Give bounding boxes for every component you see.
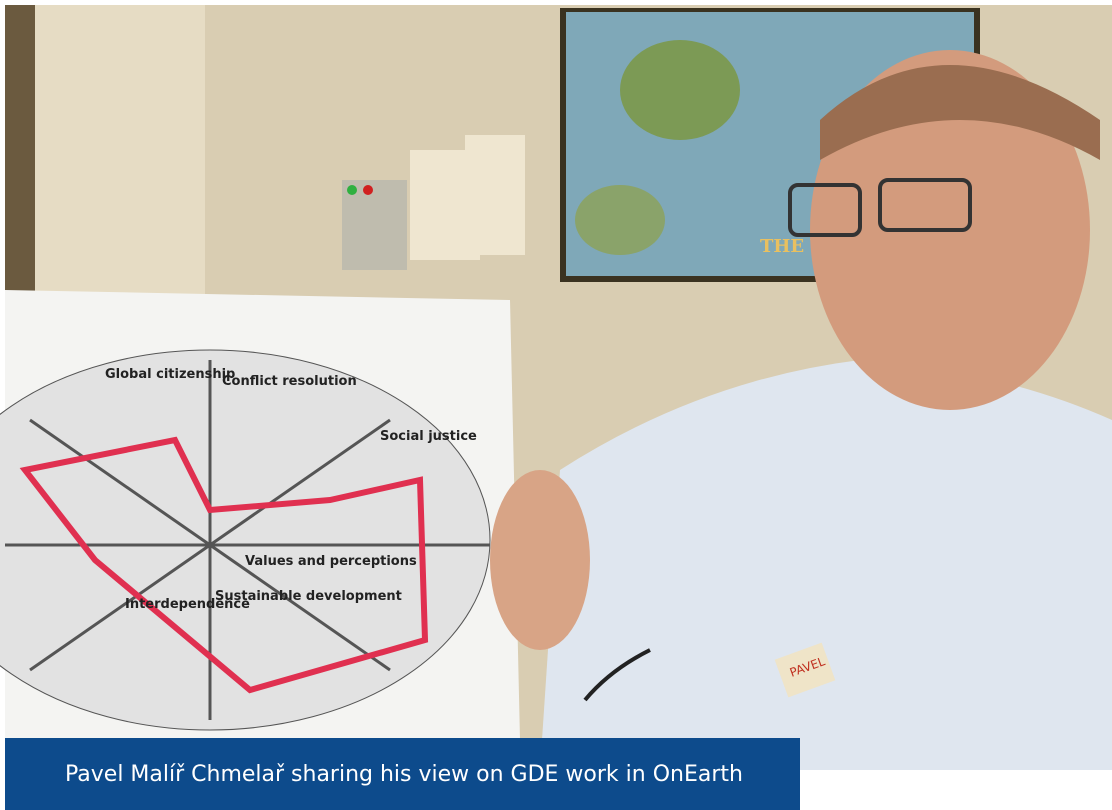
caption: Pavel Malíř Chmelař sharing his view on … <box>5 738 800 810</box>
segment-heading: Social justice <box>380 429 477 444</box>
page: THE WORLD PAVEL Global citizenship Confl… <box>0 0 1112 810</box>
led <box>363 185 373 195</box>
led <box>347 185 357 195</box>
notice <box>465 135 525 255</box>
segment-heading: Values and perceptions <box>245 554 417 569</box>
segment-heading: Conflict resolution <box>222 374 357 389</box>
continent <box>575 185 665 255</box>
segment-heading: Interdependence <box>125 597 250 612</box>
photo: THE WORLD PAVEL Global citizenship Confl… <box>0 0 1112 810</box>
hand <box>490 470 590 650</box>
continent <box>620 40 740 140</box>
segment-heading: Global citizenship <box>105 367 235 382</box>
door-frame <box>5 5 35 305</box>
